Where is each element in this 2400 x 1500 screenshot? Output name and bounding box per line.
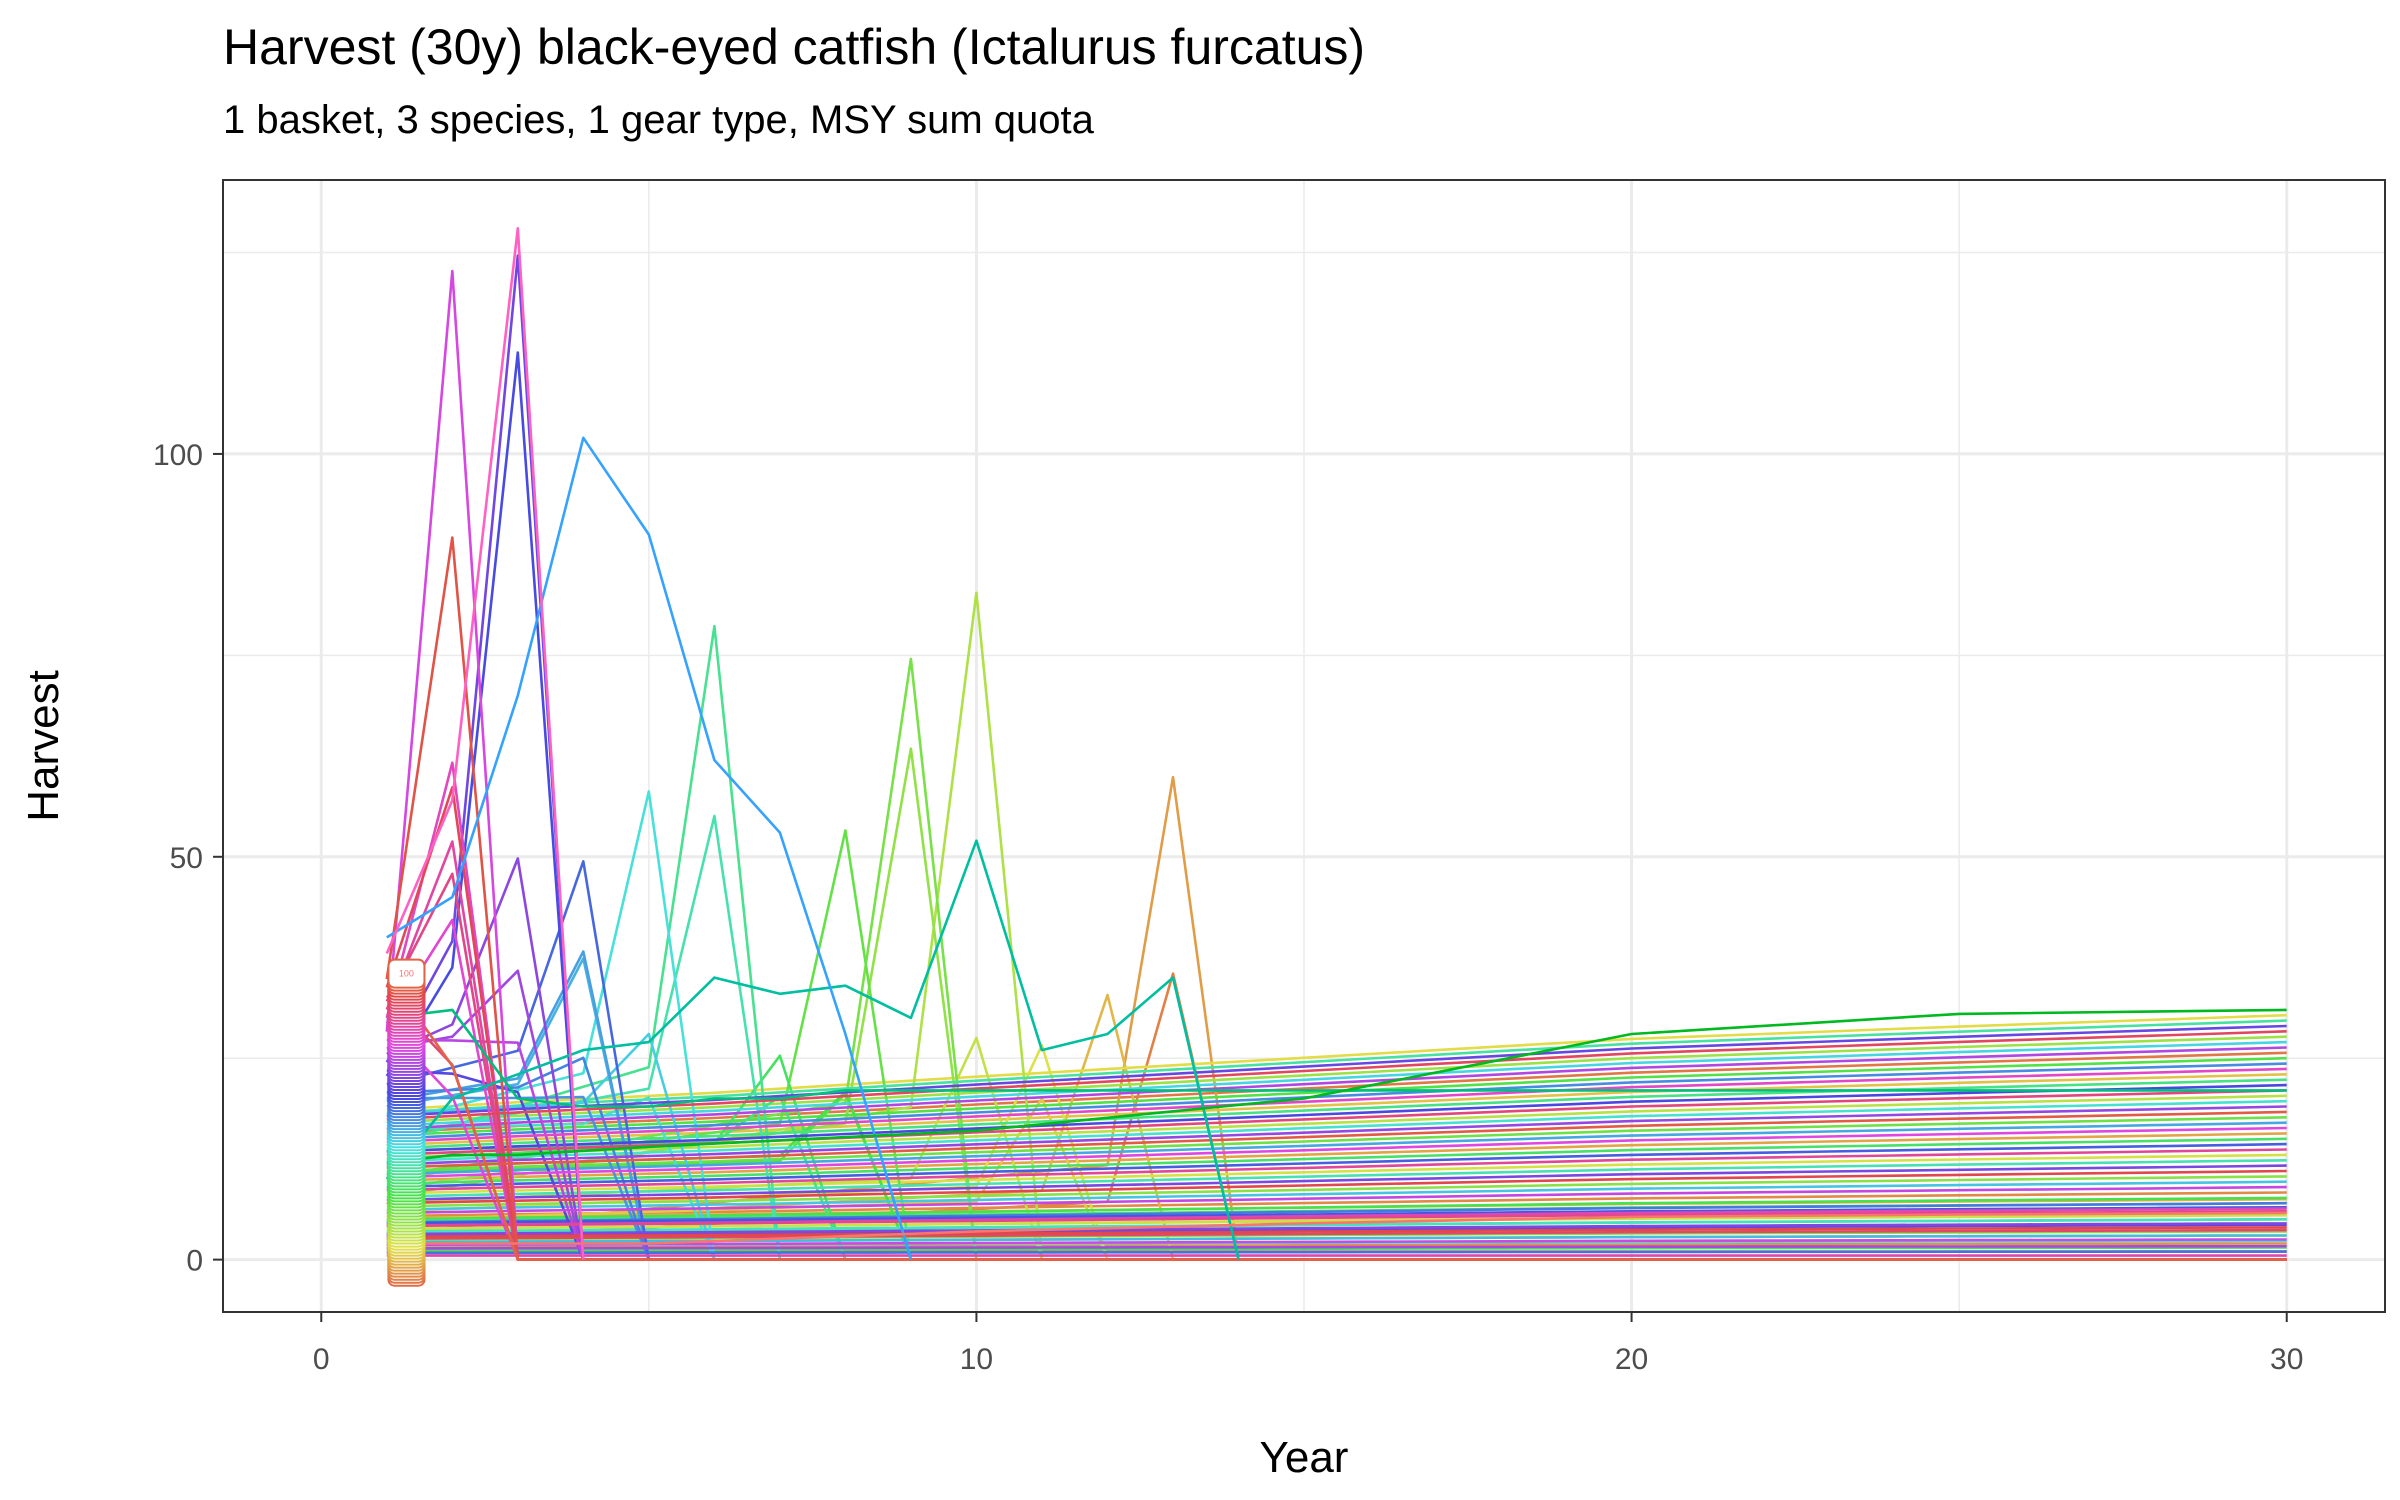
series-line <box>386 1180 2287 1211</box>
x-tick-label: 10 <box>960 1343 993 1376</box>
series-line <box>386 1013 2287 1112</box>
series-line <box>386 1110 2287 1170</box>
series-lines <box>385 227 2287 1261</box>
series-line <box>386 1226 2287 1239</box>
series-line <box>386 1019 2287 1115</box>
series-line <box>386 1078 2287 1150</box>
series-line <box>385 839 1240 1260</box>
series-line <box>386 1083 2287 1153</box>
series-line <box>386 1222 2287 1236</box>
x-tick-label: 0 <box>313 1343 330 1376</box>
series-label-text: 100 <box>399 969 414 979</box>
series-line <box>386 1094 2287 1160</box>
series-line <box>386 1067 2287 1144</box>
series-line <box>386 1126 2287 1179</box>
series-line <box>386 1105 2287 1166</box>
series-line <box>386 1008 2287 1108</box>
series-line <box>386 1210 2287 1228</box>
series-line <box>386 1250 2287 1255</box>
series-line <box>386 1099 2287 1163</box>
series-line <box>386 1035 2287 1124</box>
series-line <box>386 1201 2287 1224</box>
series-line <box>386 1148 2287 1192</box>
series-line <box>386 1040 2287 1128</box>
series-line <box>386 1228 2287 1240</box>
series-line <box>386 1169 2287 1205</box>
x-tick-label: 20 <box>1615 1343 1648 1376</box>
chart-subtitle: 1 basket, 3 species, 1 gear type, MSY su… <box>223 98 1094 142</box>
series-line <box>386 1196 2287 1221</box>
series-line <box>386 1206 2287 1225</box>
series-line <box>386 1238 2287 1247</box>
series-label-tag: 100 <box>387 958 426 989</box>
series-line <box>386 1116 2287 1173</box>
x-tick-label: 30 <box>2270 1343 2303 1376</box>
series-line <box>386 1142 2287 1189</box>
series-label-tags: 100 <box>387 958 426 1287</box>
series-line <box>386 1062 2287 1141</box>
y-axis-title: Harvest <box>19 670 68 822</box>
chart-title: Harvest (30y) black-eyed catfish (Ictalu… <box>223 19 1366 75</box>
series-line <box>386 1191 2287 1218</box>
y-tick-label: 0 <box>186 1245 203 1278</box>
axes: 0 10 20 30 0 50 100 <box>153 439 2303 1376</box>
series-line <box>386 1046 2287 1131</box>
series-line <box>386 1211 2287 1245</box>
series-line <box>386 436 913 1260</box>
series-line <box>385 972 2287 1261</box>
series-line <box>386 1185 2287 1215</box>
series-line <box>386 1164 2287 1202</box>
y-tick-label: 100 <box>153 439 203 472</box>
x-axis-title: Year <box>1260 1433 1349 1482</box>
series-line <box>385 227 585 1260</box>
series-line <box>386 1175 2287 1208</box>
y-tick-label: 50 <box>170 842 203 875</box>
series-line <box>386 1244 2287 1250</box>
series-line <box>386 1008 2287 1165</box>
plot-panel-border <box>222 179 2386 1313</box>
series-line <box>386 1051 2287 1134</box>
series-line <box>386 1246 2287 1252</box>
series-line <box>386 1121 2287 1176</box>
series-line <box>386 1030 2287 1121</box>
